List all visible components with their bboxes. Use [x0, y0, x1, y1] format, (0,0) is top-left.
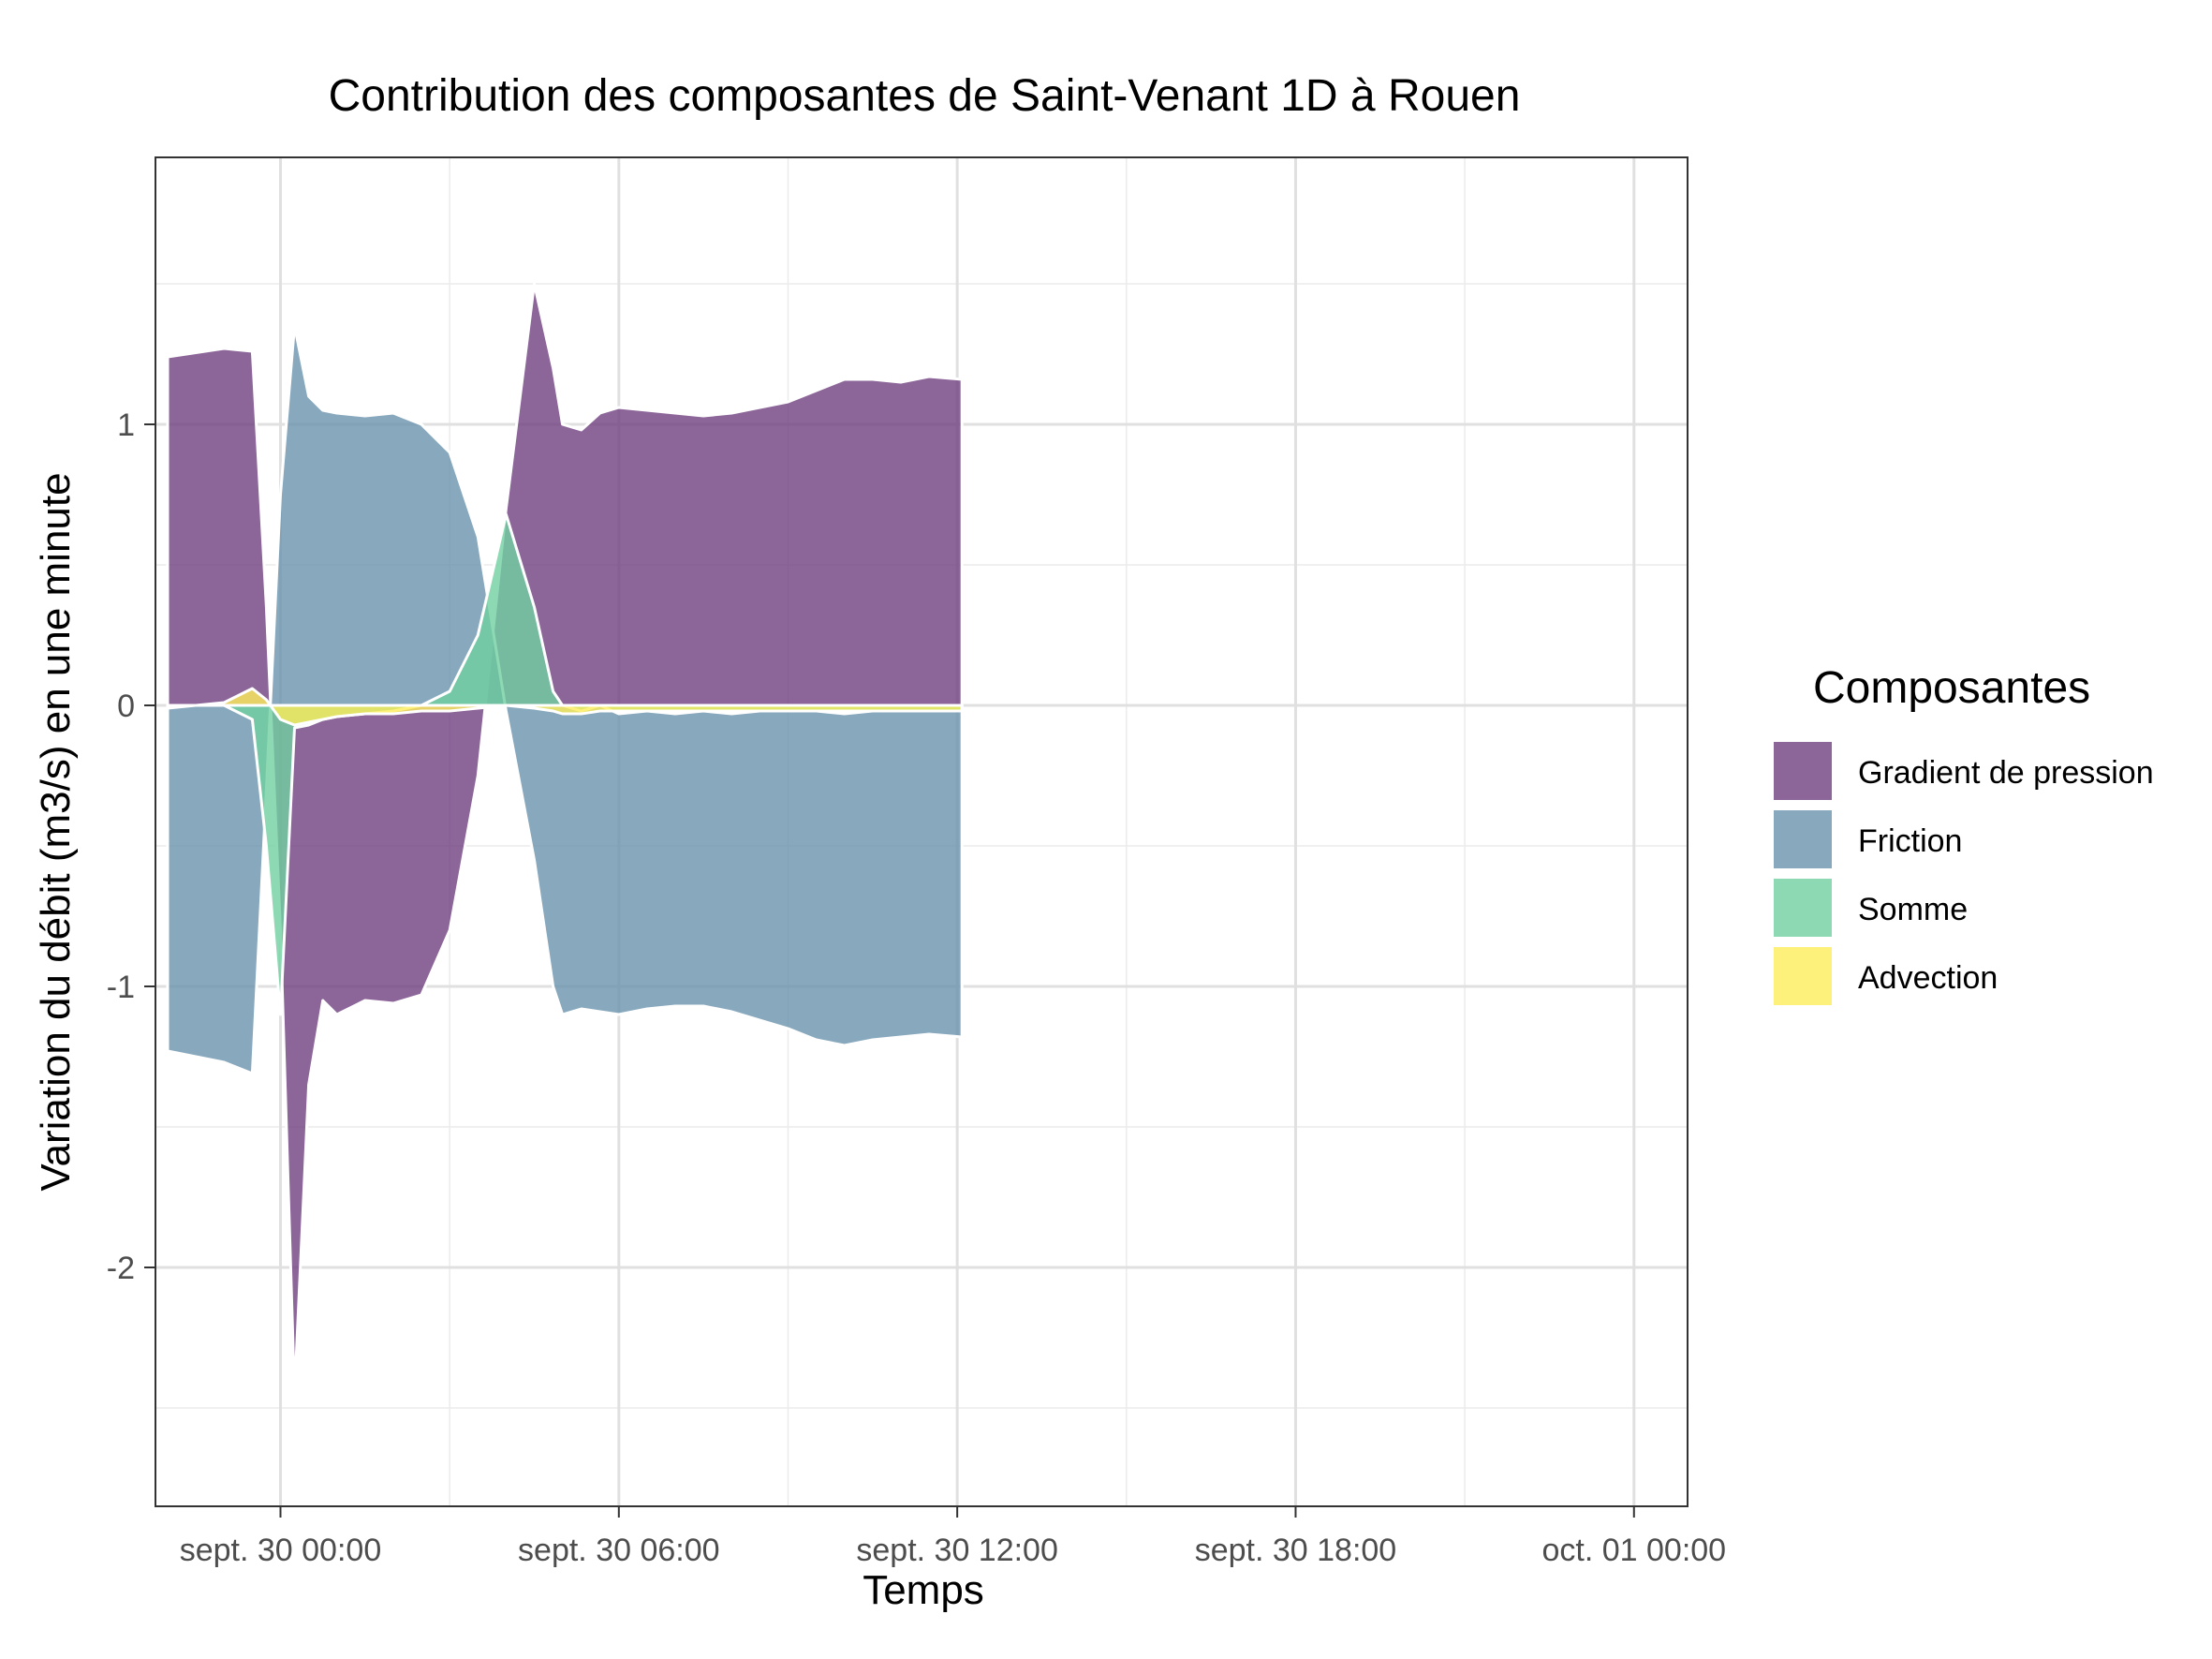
legend-label: Gradient de pression — [1858, 755, 2154, 791]
legend-swatch — [1774, 742, 1832, 800]
x-tick-label: sept. 30 18:00 — [1195, 1533, 1397, 1568]
chart-title: Contribution des composantes de Saint-Ve… — [329, 71, 1521, 121]
x-tick-label: sept. 30 00:00 — [180, 1533, 382, 1568]
x-tick-label: oct. 01 00:00 — [1541, 1533, 1726, 1568]
legend-label: Friction — [1858, 823, 1962, 859]
plot-panel-border — [155, 156, 1688, 1507]
x-axis-title: Temps — [863, 1567, 984, 1613]
legend-title: Composantes — [1813, 663, 2090, 713]
data-series — [166, 282, 964, 1396]
legend-items: Gradient de pression Friction Somme Advecti… — [1774, 742, 2154, 1005]
series-area-friction — [166, 324, 964, 1075]
legend-swatch — [1774, 947, 1832, 1005]
x-axis: sept. 30 00:00 sept. 30 06:00 sept. 30 12:… — [180, 1506, 1726, 1568]
y-tick-label: 0 — [117, 689, 135, 724]
x-tick-label: sept. 30 12:00 — [856, 1533, 1058, 1568]
series-area-advection — [166, 687, 964, 727]
y-axis: 1 0 -1 -2 — [107, 407, 155, 1286]
y-tick-label: 1 — [117, 407, 135, 443]
x-tick-label: sept. 30 06:00 — [518, 1533, 720, 1568]
y-tick-label: -1 — [107, 970, 135, 1005]
legend-swatch — [1774, 810, 1832, 868]
legend-label: Advection — [1858, 960, 1998, 996]
y-axis-title: Variation du débit (m3/s) en une minute — [33, 472, 79, 1191]
y-tick-label: -2 — [107, 1251, 135, 1286]
legend-label: Somme — [1858, 892, 1968, 927]
legend-swatch — [1774, 879, 1832, 937]
legend: Composantes Gradient de pression Friction… — [1774, 663, 2154, 1005]
series-area-gradient-de-pression — [166, 282, 964, 1396]
